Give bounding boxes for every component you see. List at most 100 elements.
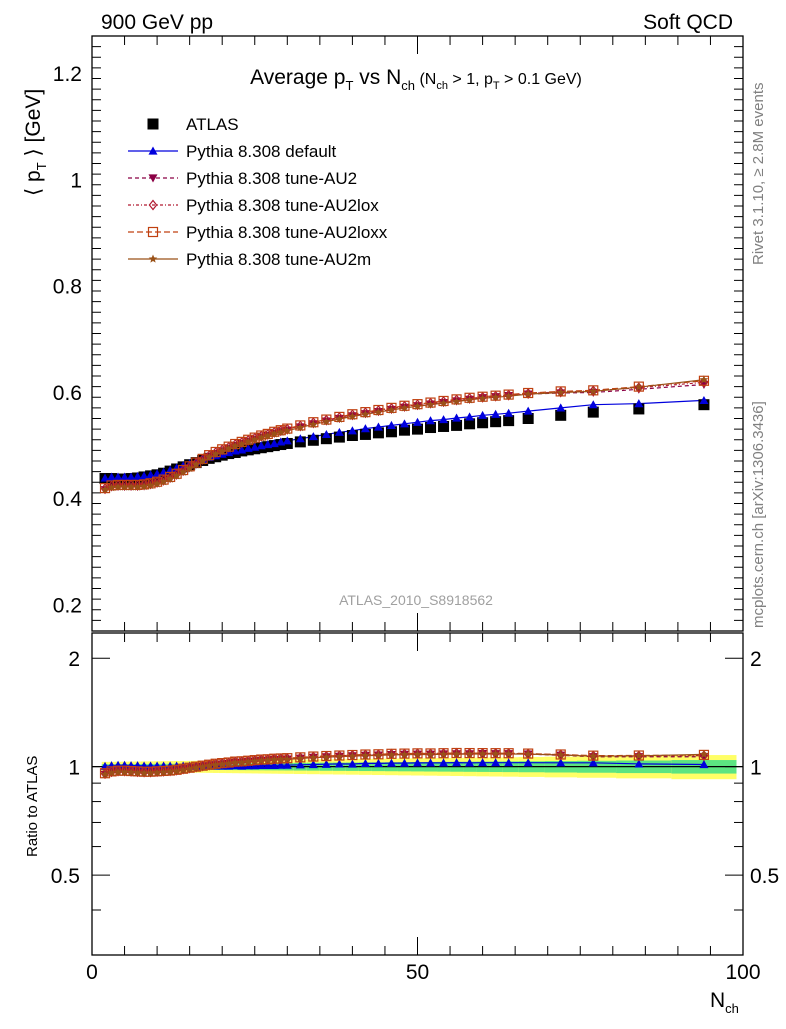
series-5-ratio-point xyxy=(120,767,129,776)
series-1-ratio-point xyxy=(556,758,566,767)
ratio-frame xyxy=(91,632,744,956)
series-5-ratio-point xyxy=(361,751,370,760)
legend-label: Pythia 8.308 default xyxy=(186,142,337,161)
series-4-ratio-point xyxy=(386,748,397,759)
series-5-point xyxy=(237,439,246,448)
series-1-ratio-point xyxy=(491,758,501,767)
series-1-point xyxy=(263,440,273,449)
series-4-point xyxy=(132,479,143,491)
series-4-ratio-point xyxy=(425,748,436,759)
legend: ATLAS Pythia 8.308 default Pythia 8.308 tu… xyxy=(128,115,388,269)
series-5-point xyxy=(589,386,598,395)
y-tick-label: 0.4 xyxy=(53,488,83,511)
series-1-ratio-point xyxy=(523,758,533,767)
series-5-point xyxy=(263,431,272,440)
series-4-point xyxy=(425,397,436,408)
series-3-point xyxy=(699,376,709,388)
series-1-ratio-point xyxy=(399,758,409,767)
series-5-ratio-point xyxy=(400,750,409,759)
series-5-point xyxy=(211,449,220,458)
series-5-point xyxy=(348,411,357,420)
series-4-ratio-point xyxy=(490,748,501,759)
series-4-point xyxy=(308,417,319,428)
series-1-ratio-point xyxy=(413,758,422,767)
series-5-point xyxy=(152,479,162,488)
series-5-ratio-point xyxy=(204,761,214,770)
series-5-ratio-point xyxy=(439,749,448,758)
series-4-point xyxy=(321,414,332,425)
series-4-ratio-point xyxy=(523,748,534,759)
series-1-ratio-point xyxy=(426,758,436,767)
series-1-ratio-point xyxy=(439,758,449,767)
series-5-ratio-point xyxy=(634,751,644,760)
series-5-ratio-point xyxy=(198,762,207,771)
series-1-ratio-point xyxy=(276,760,286,769)
series-5-point xyxy=(244,437,253,446)
series-5-point xyxy=(217,446,227,456)
series-4-ratio-point xyxy=(334,750,345,761)
series-0-point xyxy=(698,399,710,411)
y-tick-label: 0.2 xyxy=(53,594,82,617)
series-1-point xyxy=(100,473,110,482)
series-0-point xyxy=(398,424,410,436)
series-5-ratio-point xyxy=(217,759,227,768)
series-5-point xyxy=(478,393,487,402)
series-5-ratio-point xyxy=(224,759,233,768)
series-4-ratio-point xyxy=(503,748,514,759)
series-5-point xyxy=(139,482,149,491)
series-5-ratio-point xyxy=(387,750,396,759)
series-1-ratio-point xyxy=(699,760,709,769)
series-1-point xyxy=(126,472,136,481)
series-0-point xyxy=(503,415,515,427)
ratio-y-tick-label-right: 2 xyxy=(750,648,762,671)
x-tick-label: 50 xyxy=(406,961,429,984)
series-5-point xyxy=(413,401,422,410)
series-4-point xyxy=(295,420,306,431)
series-1-ratio-point xyxy=(295,760,305,769)
series-5-point xyxy=(126,482,136,491)
series-4-point xyxy=(503,389,514,400)
series-4-point xyxy=(106,480,117,491)
series-1-point xyxy=(146,470,156,479)
series-5-ratio-point xyxy=(426,750,435,759)
series-5-ratio-point xyxy=(257,756,266,765)
series-0-point xyxy=(555,409,567,421)
series-5-ratio-point xyxy=(283,754,292,763)
series-1-point xyxy=(634,399,644,408)
series-1-point xyxy=(413,417,422,426)
series-1-point xyxy=(426,416,436,425)
series-0-point xyxy=(477,417,489,429)
series-5-ratio-point xyxy=(107,768,116,777)
series-5-ratio-point xyxy=(309,753,318,762)
series-0-point xyxy=(425,422,437,434)
series-4-point xyxy=(412,399,423,410)
series-5-point xyxy=(309,419,318,428)
series-4-ratio-point xyxy=(347,749,358,761)
series-5-ratio-point xyxy=(152,768,162,777)
legend-marker xyxy=(148,174,158,183)
series-2-line xyxy=(104,383,704,491)
legend-marker xyxy=(148,146,158,155)
series-5-point xyxy=(283,426,292,435)
series-5-ratio-point xyxy=(178,765,188,774)
series-5-ratio-point xyxy=(556,750,565,759)
y-tick-label: 0.8 xyxy=(53,276,82,299)
series-4-point xyxy=(438,395,449,407)
series-4-point xyxy=(347,409,358,420)
series-4-point xyxy=(386,402,397,413)
series-0-point xyxy=(633,403,645,415)
series-5-ratio-point xyxy=(230,758,240,767)
ylabel-ratio: Ratio to ATLAS xyxy=(24,756,41,857)
series-1-point xyxy=(139,471,149,480)
series-0-point xyxy=(333,431,345,443)
series-1-point xyxy=(334,427,344,436)
series-5-point xyxy=(191,460,201,469)
rivet-label: Rivet 3.1.10, ≥ 2.8M events xyxy=(750,83,767,266)
series-5-point xyxy=(335,414,344,423)
series-4-point xyxy=(399,400,410,411)
series-1-ratio-point xyxy=(321,759,331,768)
series-5-ratio-point xyxy=(159,767,168,776)
series-5-point xyxy=(172,471,181,480)
ratio-y-tick-label-right: 0.5 xyxy=(750,865,779,888)
series-1-point xyxy=(308,432,318,441)
